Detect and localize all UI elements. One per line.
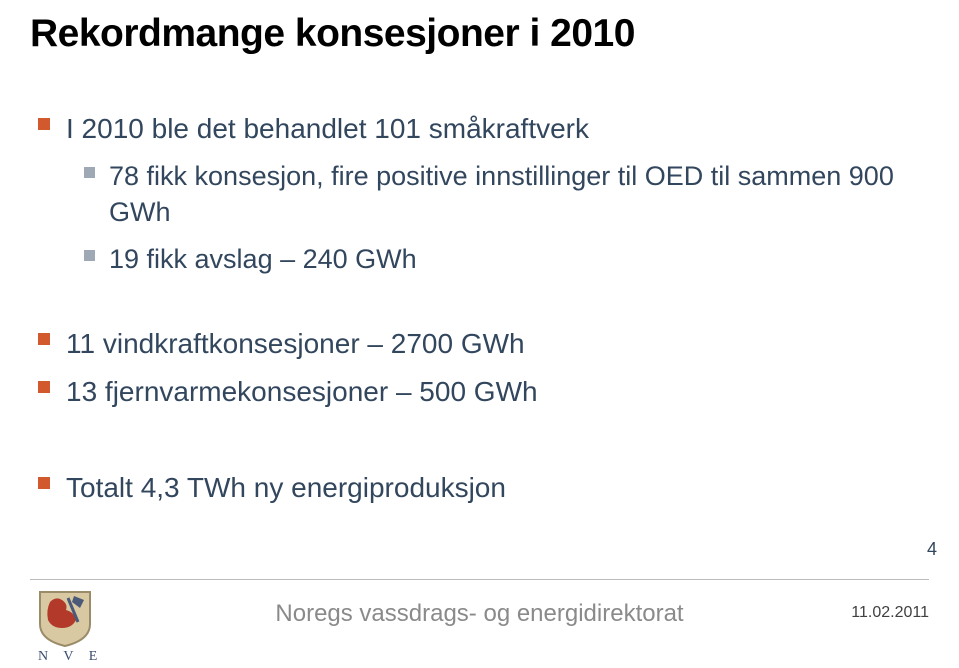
footer-rule xyxy=(30,579,929,580)
bullet-text: 13 fjernvarmekonsesjoner – 500 GWh xyxy=(66,373,538,411)
bullet-text: 11 vindkraftkonsesjoner – 2700 GWh xyxy=(66,325,525,363)
bullet-text: Totalt 4,3 TWh ny energiproduksjon xyxy=(66,469,506,507)
bullet-marker-icon xyxy=(38,332,50,350)
footer: N V E Noregs vassdrags- og energidirekto… xyxy=(0,582,959,668)
page-title: Rekordmange konsesjoner i 2010 xyxy=(30,12,635,56)
bullet-marker-icon xyxy=(38,476,50,494)
bullet-text: 19 fikk avslag – 240 GWh xyxy=(109,241,417,277)
bullet-marker-icon xyxy=(84,248,95,266)
bullet-marker-icon xyxy=(84,165,95,183)
bullet-marker-icon xyxy=(38,380,50,398)
page-number: 4 xyxy=(927,539,937,560)
main-bullet: I 2010 ble det behandlet 101 småkraftver… xyxy=(38,110,898,148)
content-area: I 2010 ble det behandlet 101 småkraftver… xyxy=(38,110,898,517)
main-bullet: Totalt 4,3 TWh ny energiproduksjon xyxy=(38,469,898,507)
main-bullet: 11 vindkraftkonsesjoner – 2700 GWh xyxy=(38,325,898,363)
bullet-text: 78 fikk konsesjon, fire positive innstil… xyxy=(109,158,898,231)
logo-letters: N V E xyxy=(38,649,103,662)
bullet-gap xyxy=(38,287,898,325)
main-bullet: 13 fjernvarmekonsesjoner – 500 GWh xyxy=(38,373,898,411)
footer-org: Noregs vassdrags- og energidirektorat xyxy=(0,600,959,628)
bullet-marker-icon xyxy=(38,117,50,135)
footer-date: 11.02.2011 xyxy=(851,604,929,622)
bullet-gap xyxy=(38,421,898,469)
bullet-text: I 2010 ble det behandlet 101 småkraftver… xyxy=(66,110,589,148)
slide: Rekordmange konsesjoner i 2010 I 2010 bl… xyxy=(0,0,959,668)
sub-bullet: 19 fikk avslag – 240 GWh xyxy=(84,241,898,277)
sub-bullet: 78 fikk konsesjon, fire positive innstil… xyxy=(84,158,898,231)
